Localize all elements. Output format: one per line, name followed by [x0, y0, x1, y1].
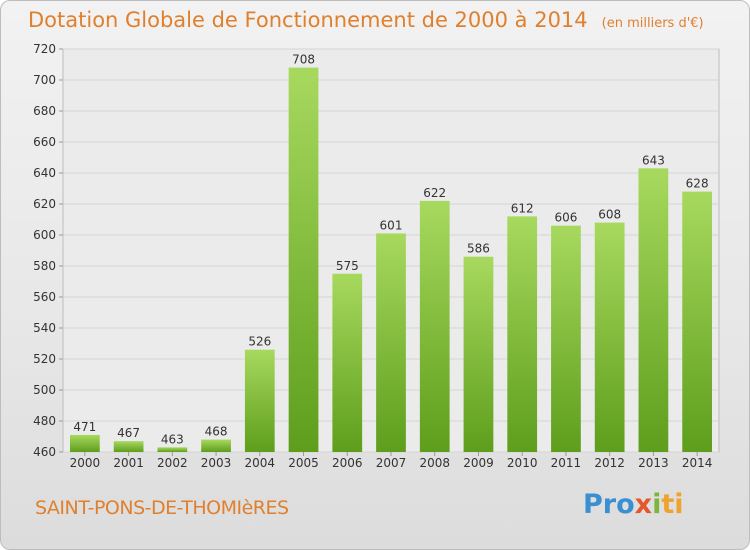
- bar-value-label: 586: [467, 242, 490, 256]
- logo-part-2: x: [634, 489, 653, 520]
- bar: [332, 273, 363, 452]
- bar-value-label: 463: [161, 432, 184, 446]
- bar-value-label: 622: [423, 186, 446, 200]
- bar: [551, 225, 581, 452]
- commune-name: SAINT-PONS-DE-THOMIèRES: [35, 497, 289, 519]
- logo-part-4: ti: [661, 489, 684, 520]
- x-tick-label: 2010: [507, 456, 538, 470]
- bar: [638, 168, 669, 452]
- bar: [157, 447, 188, 452]
- x-tick-label: 2004: [245, 456, 276, 470]
- bar: [463, 256, 494, 452]
- y-tick-label: 500: [33, 383, 56, 397]
- x-tick-label: 2001: [113, 456, 144, 470]
- y-tick-label: 600: [33, 228, 56, 242]
- bar-value-label: 643: [642, 153, 665, 167]
- x-tick-label: 2012: [594, 456, 625, 470]
- bar: [682, 191, 713, 452]
- bar: [507, 216, 538, 452]
- bar-value-label: 467: [117, 426, 140, 440]
- bar-value-label: 601: [380, 218, 403, 232]
- chart-title: Dotation Globale de Fonctionnement de 20…: [28, 8, 704, 32]
- y-tick-label: 620: [33, 197, 56, 211]
- y-tick-label: 480: [33, 414, 56, 428]
- logo-part-1: Pro: [583, 489, 635, 520]
- y-tick-label: 700: [33, 73, 56, 87]
- y-axis-ticks: 460 480 500 520 540 560 580 600 620 640 660 680 700 7…: [33, 42, 63, 459]
- bar: [594, 222, 625, 452]
- bar: [69, 434, 100, 452]
- bar: [419, 200, 450, 452]
- y-tick-label: 680: [33, 104, 56, 118]
- bar: [201, 439, 231, 452]
- x-tick-label: 2000: [70, 456, 101, 470]
- bar-value-label: 526: [248, 335, 271, 349]
- x-tick-label: 2003: [201, 456, 232, 470]
- bar: [288, 67, 319, 452]
- bar: [244, 349, 275, 452]
- bar-value-label: 468: [205, 425, 228, 439]
- x-tick-label: 2008: [419, 456, 450, 470]
- bar-value-label: 606: [554, 211, 577, 225]
- y-tick-label: 660: [33, 135, 56, 149]
- y-tick-label: 520: [33, 352, 56, 366]
- bar-value-label: 608: [598, 208, 621, 222]
- x-tick-label: 2006: [332, 456, 363, 470]
- bars: 471 467 463 468 526 708 575 601 622 586 612 606 608 6…: [69, 53, 713, 452]
- title-unit: (en milliers d'€): [601, 16, 704, 31]
- bar-value-label: 471: [73, 420, 96, 434]
- bar: [376, 233, 406, 452]
- x-tick-label: 2002: [157, 456, 188, 470]
- title-text: Dotation Globale de Fonctionnement de 20…: [28, 8, 588, 32]
- x-tick-label: 2005: [288, 456, 319, 470]
- x-tick-label: 2013: [638, 456, 669, 470]
- bar-value-label: 612: [511, 201, 534, 215]
- x-tick-label: 2009: [463, 456, 494, 470]
- x-tick-label: 2011: [551, 456, 582, 470]
- x-tick-label: 2007: [376, 456, 407, 470]
- bar: [113, 441, 144, 452]
- proxiti-logo: Proxiti: [583, 489, 684, 520]
- y-tick-label: 580: [33, 259, 56, 273]
- bar-value-label: 628: [686, 177, 709, 191]
- y-tick-label: 560: [33, 290, 56, 304]
- y-tick-label: 720: [33, 42, 56, 56]
- bar-value-label: 708: [292, 53, 315, 67]
- x-tick-label: 2014: [682, 456, 713, 470]
- x-axis-ticks: 2000 2001 2002 2003 2004 2005 2006 2007 2008 2009…: [70, 452, 713, 470]
- logo-part-3: i: [652, 489, 662, 520]
- y-tick-label: 540: [33, 321, 56, 335]
- y-tick-label: 460: [33, 445, 56, 459]
- y-tick-label: 640: [33, 166, 56, 180]
- bar-value-label: 575: [336, 259, 359, 273]
